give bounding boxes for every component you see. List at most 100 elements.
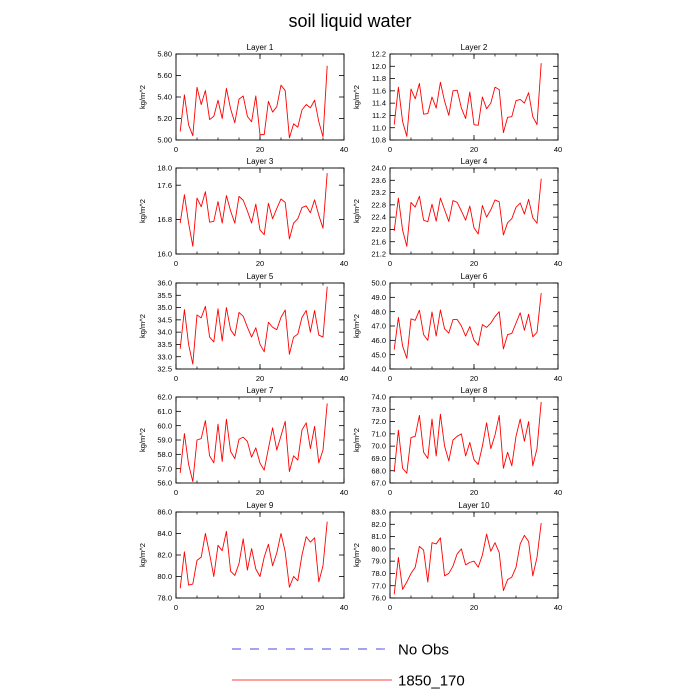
y-tick-label: 34.5 xyxy=(157,315,172,324)
y-tick-label: 35.0 xyxy=(157,303,172,312)
plot-frame xyxy=(389,167,559,255)
plot-frame xyxy=(175,511,345,599)
y-tick-label: 62.0 xyxy=(157,393,172,402)
y-axis-label: kg/m^2 xyxy=(352,314,361,338)
series-line-1850_170 xyxy=(179,403,328,483)
y-tick-label: 86.0 xyxy=(157,508,172,517)
y-tick-label: 48.0 xyxy=(371,307,386,316)
y-tick-label: 70.0 xyxy=(371,442,386,451)
y-tick-label: 57.0 xyxy=(157,464,172,473)
series-line-1850_170 xyxy=(393,523,542,595)
y-tick-label: 77.0 xyxy=(371,581,386,590)
x-tick-label: 20 xyxy=(470,603,478,612)
y-tick-label: 74.0 xyxy=(371,393,386,402)
y-tick-label: 11.4 xyxy=(372,99,386,108)
x-tick-label: 40 xyxy=(554,374,562,383)
plot-frame xyxy=(175,53,345,141)
x-tick-label: 20 xyxy=(256,488,264,497)
x-tick-label: 20 xyxy=(470,259,478,268)
series-line-1850_170 xyxy=(393,292,542,359)
panel-layer-3: Layer 3 kg/m^2 0 20 40 16.0 16.8 17.6 18.0 xyxy=(138,157,348,268)
x-tick-label: 0 xyxy=(174,259,178,268)
x-tick-label: 40 xyxy=(554,145,562,154)
y-tick-label: 5.60 xyxy=(157,71,172,80)
panel-title: Layer 10 xyxy=(458,501,490,510)
plot-frame xyxy=(175,282,345,370)
y-tick-label: 82.0 xyxy=(157,551,172,560)
y-tick-label: 5.80 xyxy=(157,50,172,59)
y-tick-label: 61.0 xyxy=(157,407,172,416)
y-tick-label: 5.00 xyxy=(157,136,172,145)
panel-title: Layer 5 xyxy=(247,272,274,281)
legend-label-1: No Obs xyxy=(398,642,449,659)
plot-frame xyxy=(389,511,559,599)
x-tick-label: 40 xyxy=(340,488,348,497)
series-line-1850_170 xyxy=(179,173,328,247)
plot-frame xyxy=(389,396,559,484)
y-tick-label: 79.0 xyxy=(371,557,386,566)
y-tick-label: 16.8 xyxy=(157,215,172,224)
x-tick-label: 0 xyxy=(174,488,178,497)
y-tick-label: 60.0 xyxy=(157,421,172,430)
y-tick-label: 32.5 xyxy=(157,365,172,374)
y-tick-label: 67.0 xyxy=(371,479,386,488)
panel-title: Layer 4 xyxy=(461,157,488,166)
panel-title: Layer 6 xyxy=(461,272,488,281)
y-tick-label: 59.0 xyxy=(157,436,172,445)
y-tick-label: 17.6 xyxy=(157,181,172,190)
x-tick-label: 40 xyxy=(340,145,348,154)
y-tick-label: 84.0 xyxy=(157,529,172,538)
y-tick-label: 47.0 xyxy=(371,322,386,331)
x-tick-label: 40 xyxy=(340,603,348,612)
y-tick-label: 44.0 xyxy=(371,365,386,374)
series-line-1850_170 xyxy=(393,401,542,474)
x-tick-label: 0 xyxy=(388,374,392,383)
y-tick-label: 78.0 xyxy=(157,594,172,603)
panel-layer-8: Layer 8 kg/m^2 0 20 40 67.0 68.0 69.0 70.0 71.0 72… xyxy=(352,386,562,497)
y-axis-label: kg/m^2 xyxy=(352,199,361,223)
y-axis-label: kg/m^2 xyxy=(138,314,147,338)
y-tick-label: 11.6 xyxy=(372,86,386,95)
y-tick-label: 71.0 xyxy=(371,429,386,438)
x-tick-label: 20 xyxy=(256,259,264,268)
panel-layer-2: Layer 2 kg/m^2 0 20 40 10.8 11.0 11.2 11.4 11.6 11… xyxy=(352,43,562,154)
panel-layer-5: Layer 5 kg/m^2 0 20 40 32.5 33.0 33.5 34.0 34.5 35… xyxy=(138,272,348,383)
y-tick-label: 12.2 xyxy=(371,50,386,59)
y-axis-label: kg/m^2 xyxy=(138,85,147,109)
x-tick-label: 0 xyxy=(388,259,392,268)
panel-layer-7: Layer 7 kg/m^2 0 20 40 56.0 57.0 58.0 59.0 60.0 61… xyxy=(138,386,348,497)
series-line-1850_170 xyxy=(393,178,542,247)
y-tick-label: 49.0 xyxy=(371,293,386,302)
x-tick-label: 20 xyxy=(256,145,264,154)
x-tick-label: 40 xyxy=(554,259,562,268)
y-tick-label: 10.8 xyxy=(371,136,386,145)
y-tick-label: 33.5 xyxy=(157,340,172,349)
y-tick-label: 76.0 xyxy=(371,594,386,603)
panels-grid: Layer 1kg/m^20 20 405.005.205.405.605.80La… xyxy=(138,43,562,612)
y-tick-label: 80.0 xyxy=(157,572,172,581)
y-tick-label: 21.2 xyxy=(371,250,386,259)
plot-frame xyxy=(389,53,559,141)
x-tick-label: 0 xyxy=(174,603,178,612)
y-tick-label: 23.6 xyxy=(371,176,386,185)
panel-title: Layer 2 xyxy=(461,43,488,52)
y-tick-label: 11.2 xyxy=(372,111,386,120)
y-tick-label: 80.0 xyxy=(371,544,386,553)
panel-title: Layer 7 xyxy=(247,386,274,395)
x-tick-label: 20 xyxy=(256,603,264,612)
panel-layer-1: Layer 1 kg/m^2 0 20 40 5.00 5.20 5.40 5.60 5.80 xyxy=(138,43,348,154)
series-line-1850_170 xyxy=(179,521,328,589)
panel-layer-6: Layer 6 kg/m^2 0 20 40 44.0 45.0 46.0 47.0 48.0 49… xyxy=(352,272,562,383)
x-tick-label: 0 xyxy=(388,488,392,497)
series-line-1850_170 xyxy=(179,65,328,139)
panel-title: Layer 1 xyxy=(247,43,274,52)
plot-frame xyxy=(175,396,345,484)
x-tick-label: 20 xyxy=(470,488,478,497)
y-tick-label: 24.0 xyxy=(371,164,386,173)
y-tick-label: 16.0 xyxy=(157,250,172,259)
y-tick-label: 68.0 xyxy=(371,466,386,475)
x-tick-label: 0 xyxy=(388,145,392,154)
y-tick-label: 69.0 xyxy=(371,454,386,463)
y-tick-label: 78.0 xyxy=(371,569,386,578)
series-line-1850_170 xyxy=(393,63,542,137)
